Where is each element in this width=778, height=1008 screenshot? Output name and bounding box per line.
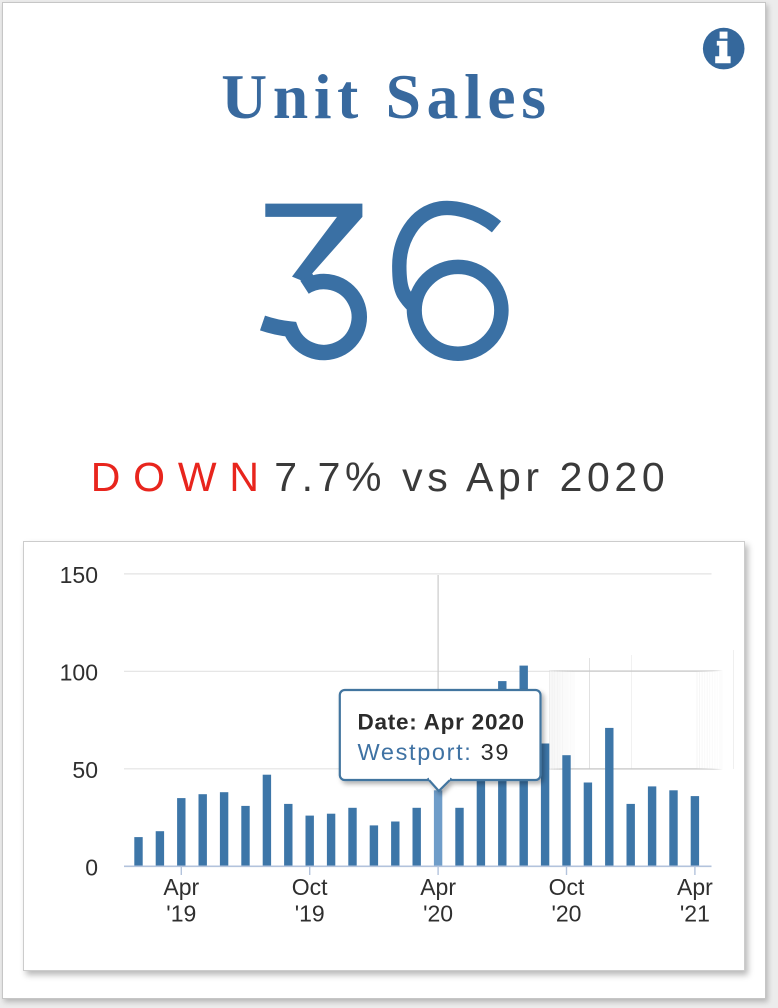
svg-text:50: 50 [72,757,98,783]
svg-text:Oct: Oct [292,874,328,900]
svg-text:Apr: Apr [163,874,199,900]
svg-text:150: 150 [60,562,98,588]
svg-text:Apr: Apr [420,874,456,900]
svg-text:100: 100 [60,659,98,685]
svg-text:'21: '21 [680,900,710,926]
svg-text:'19: '19 [166,900,196,926]
svg-text:'20: '20 [552,900,582,926]
svg-text:0: 0 [85,854,98,880]
svg-text:'19: '19 [295,900,325,926]
svg-text:Date: Apr 2020: Date: Apr 2020 [358,709,525,734]
svg-text:Oct: Oct [549,874,585,900]
svg-text:Apr: Apr [677,874,713,900]
svg-text:Westport: 39: Westport: 39 [358,739,511,765]
svg-text:'20: '20 [423,900,453,926]
